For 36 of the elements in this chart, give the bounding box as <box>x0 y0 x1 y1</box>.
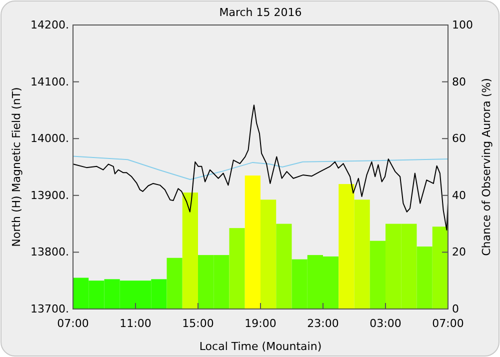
bar <box>166 258 182 309</box>
y-tick-label: 14100. <box>30 75 69 88</box>
line-series <box>72 104 448 231</box>
bar <box>338 184 354 309</box>
y2-tick-label: 100 <box>452 18 473 32</box>
y2-axis-title: Chance of Observing Aurora (%) <box>480 78 493 256</box>
y2-tick-label: 60 <box>452 132 466 146</box>
y-tick-label: 13700. <box>30 302 69 316</box>
bar <box>182 192 198 309</box>
x-tick-label: 19:00 <box>244 316 276 330</box>
bar <box>354 200 370 309</box>
y-tick-label: 13900. <box>30 188 69 202</box>
y2-tick-label: 20 <box>452 246 466 259</box>
bar <box>260 200 276 309</box>
x-tick-label: 15:00 <box>182 316 214 330</box>
y2-tick-label: 0 <box>452 302 459 316</box>
y2-tick-label: 80 <box>452 75 466 88</box>
x-tick-label: 07:00 <box>57 316 89 330</box>
x-tick-label: 11:00 <box>120 316 152 330</box>
y-tick-label: 14000. <box>30 132 69 146</box>
y-tick-label: 13800. <box>30 246 69 259</box>
bar <box>276 224 292 309</box>
bar <box>244 176 260 309</box>
bar <box>229 228 245 309</box>
bar <box>370 240 386 309</box>
x-tick-label: 23:00 <box>307 316 339 330</box>
y-tick-label: 14200. <box>30 18 69 32</box>
x-tick-label: 07:00 <box>432 316 464 330</box>
x-tick-label: 03:00 <box>370 316 402 330</box>
y-axis-title: North (H) Magnetic Field (nT) <box>10 87 23 247</box>
y2-tick-label: 40 <box>452 188 466 202</box>
x-axis-title: Local Time (Mountain) <box>199 340 322 353</box>
bar <box>416 246 432 309</box>
chart-title: March 15 2016 <box>219 6 302 19</box>
line-series <box>72 156 448 180</box>
bar <box>432 226 448 309</box>
